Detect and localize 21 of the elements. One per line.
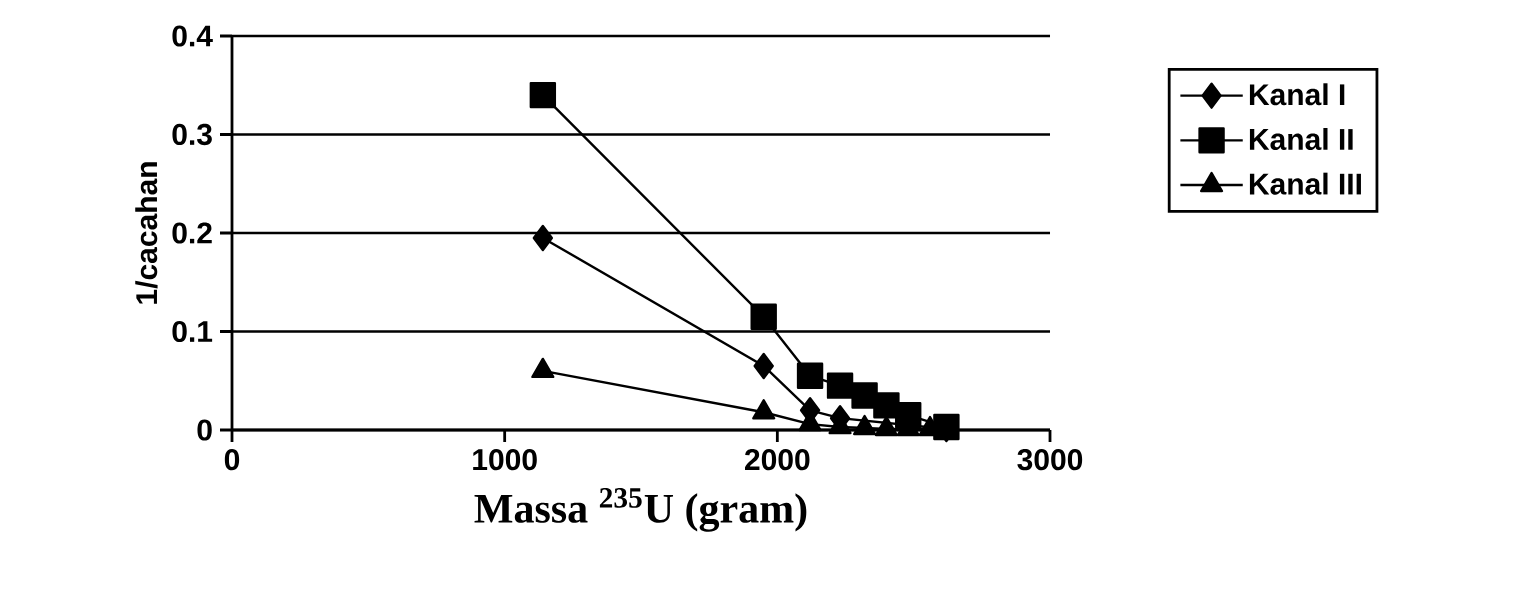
point — [532, 224, 554, 252]
x-tick-label: 2000 — [745, 449, 810, 471]
point — [750, 303, 777, 330]
point — [796, 362, 824, 390]
y-tick-label: 0.1 — [172, 320, 213, 343]
x-tick-label: 0 — [224, 449, 240, 471]
point — [529, 81, 557, 109]
y-tick-label: 0.4 — [172, 25, 213, 47]
x-tick-label: 1000 — [473, 449, 537, 471]
legend-label: Kanal III — [1249, 172, 1361, 195]
y-tick-label: 0.2 — [172, 222, 212, 244]
point — [753, 352, 774, 380]
legend-label: Kanal I — [1249, 83, 1345, 106]
y-tick-label: 0 — [197, 419, 212, 441]
legend-label: Kanal II — [1249, 127, 1353, 151]
x-axis-title: Massa $^{235}$U (gram) — [474, 488, 807, 532]
x-tick-label: 3000 — [1017, 449, 1083, 471]
point — [873, 392, 900, 419]
y-axis-title: 1/cacahan — [135, 162, 158, 304]
point — [826, 372, 854, 399]
y-tick-label: 0.3 — [172, 123, 212, 146]
